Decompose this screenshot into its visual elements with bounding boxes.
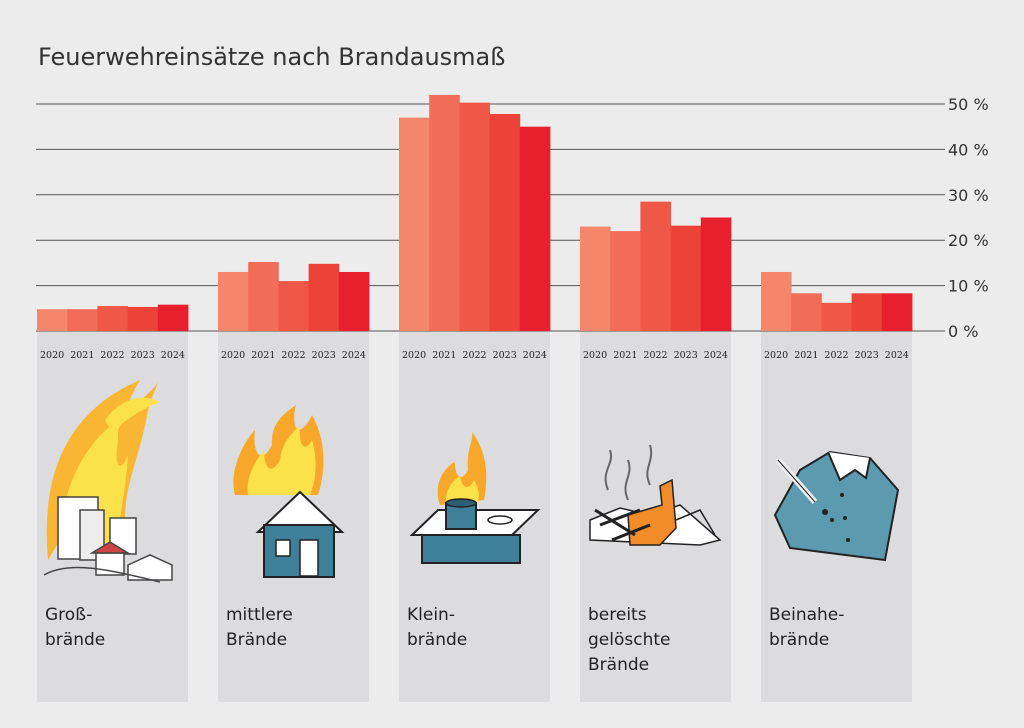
category-label-line: mittlere [226, 605, 293, 625]
x-tick-label: 2020 [40, 350, 64, 361]
bar [670, 225, 702, 331]
bar [519, 126, 551, 331]
bar [489, 113, 521, 331]
bar [700, 217, 732, 331]
bar [881, 293, 913, 331]
x-tick-label: 2023 [493, 350, 517, 361]
bar [308, 263, 340, 331]
y-tick-label: 30 % [948, 186, 989, 205]
bar [429, 94, 460, 331]
x-tick-label: 2020 [402, 350, 426, 361]
bar [97, 306, 128, 331]
x-tick-label: 2020 [764, 350, 788, 361]
x-tick-label: 2023 [312, 350, 336, 361]
bar [610, 231, 641, 331]
x-tick-label: 2023 [855, 350, 879, 361]
extinguished-debris-icon [589, 444, 722, 546]
category-label: mittlere Brände [226, 605, 293, 650]
x-tick-label: 2024 [523, 350, 547, 361]
category-label: Klein-brände [407, 605, 467, 650]
bar [127, 306, 159, 331]
y-tick-label: 10 % [948, 277, 989, 296]
category-label-line: bereits [588, 605, 647, 625]
cigarette-burned-shirt-icon [773, 450, 900, 562]
bar [67, 309, 98, 331]
x-tick-label: 2022 [281, 350, 305, 361]
burning-house-icon [233, 405, 345, 578]
category-label-line: Klein- [407, 605, 455, 625]
bar [157, 304, 189, 331]
category-label-line: brände [769, 630, 829, 650]
category-label-line: Groß- [45, 605, 92, 625]
x-tick-label: 2024 [704, 350, 728, 361]
x-tick-label: 2021 [432, 350, 456, 361]
category-label-line: Beinahe- [769, 605, 844, 625]
bar [640, 201, 671, 331]
category-label-line: brände [407, 630, 467, 650]
x-tick-label: 2023 [131, 350, 155, 361]
category-label: Groß-brände [45, 605, 105, 650]
bar [37, 309, 68, 331]
large-fire-city-icon [43, 380, 173, 583]
x-tick-label: 2021 [70, 350, 94, 361]
x-tick-label: 2023 [674, 350, 698, 361]
chart-title: Feuerwehreinsätze nach Brandausmaß [38, 43, 505, 71]
x-tick-label: 2022 [643, 350, 667, 361]
x-tick-label: 2020 [221, 350, 245, 361]
x-tick-label: 2022 [462, 350, 486, 361]
x-tick-label: 2022 [100, 350, 124, 361]
x-tick-label: 2021 [613, 350, 637, 361]
bar [218, 271, 249, 331]
x-tick-label: 2020 [583, 350, 607, 361]
x-tick-label: 2021 [794, 350, 818, 361]
y-tick-label: 0 % [948, 322, 978, 341]
category-label-line: Brände [588, 655, 649, 675]
x-tick-label: 2024 [885, 350, 909, 361]
bar [278, 281, 309, 331]
bar [338, 271, 370, 331]
y-tick-label: 50 % [948, 95, 989, 114]
category-label: bereits gelöschte Brände [588, 605, 670, 675]
category-label: Beinahe-brände [769, 605, 844, 650]
category-label-line: brände [45, 630, 105, 650]
category-label-line: Brände [226, 630, 287, 650]
bar [851, 293, 883, 331]
bar [459, 102, 490, 331]
y-tick-label: 20 % [948, 231, 989, 250]
x-tick-label: 2024 [342, 350, 366, 361]
x-tick-label: 2022 [824, 350, 848, 361]
bar [821, 302, 852, 331]
x-tick-label: 2021 [251, 350, 275, 361]
bar [248, 261, 279, 331]
x-tick-label: 2024 [161, 350, 185, 361]
bar [399, 117, 430, 332]
stove-pot-fire-icon [409, 432, 541, 564]
bar [580, 226, 611, 331]
bar [761, 271, 792, 331]
bar [791, 293, 822, 331]
category-label-line: gelöschte [588, 630, 670, 650]
y-tick-label: 40 % [948, 140, 989, 159]
